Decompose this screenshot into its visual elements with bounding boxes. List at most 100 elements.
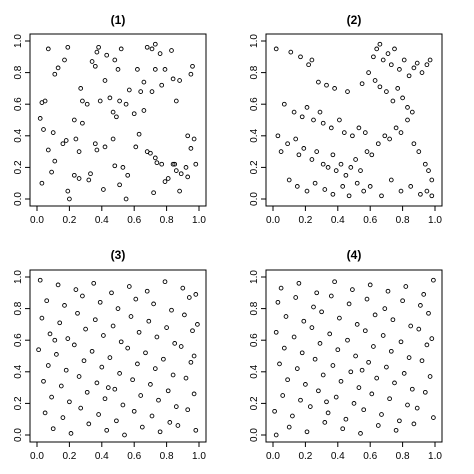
panel-3-point xyxy=(39,315,45,321)
panel-3-point xyxy=(86,421,92,427)
panel-1-point xyxy=(138,89,144,94)
panel-2-point xyxy=(278,149,284,154)
panel-4-point xyxy=(350,287,355,292)
panel-3-point xyxy=(125,345,131,351)
panel-1-point xyxy=(157,51,163,56)
panel-4-x-tick-label: 0.6 xyxy=(363,451,377,462)
panel-1-point xyxy=(41,127,46,132)
panel-3-y-tick-label: 0.0 xyxy=(13,428,24,442)
panel-4-point xyxy=(362,328,368,334)
panel-1-y-tick-label: 0.8 xyxy=(13,65,24,79)
panel-2-x-tick-label: 0.4 xyxy=(331,215,345,226)
panel-2-point xyxy=(354,180,360,186)
panel-4-point xyxy=(283,314,289,319)
panel-4-point xyxy=(351,401,357,406)
panel-1-point xyxy=(102,144,108,150)
panel-2-x-tick-label: 0.6 xyxy=(363,215,377,226)
panel-4-point xyxy=(409,386,415,392)
panel-2-point xyxy=(317,109,323,115)
panel-4-y-axis: 0.0 0.2 0.4 0.6 0.8 1.0 xyxy=(249,270,266,442)
panel-1-point xyxy=(185,174,191,180)
panel-4-point xyxy=(273,432,279,438)
panel-3-point xyxy=(118,339,124,345)
panel-3-point xyxy=(104,427,110,433)
panel-4-point xyxy=(281,345,287,351)
panel-1-point xyxy=(177,188,182,194)
panel-4-point xyxy=(294,366,300,371)
panel-3-point xyxy=(114,418,119,424)
panel-1-point xyxy=(169,48,174,53)
panel-3-point xyxy=(44,298,50,304)
panel-4-point xyxy=(278,285,284,291)
panel-1-point xyxy=(152,67,158,72)
panel-3-point xyxy=(52,337,58,343)
panel-1-point xyxy=(80,98,85,104)
panel-1-y-tick-label: 0.2 xyxy=(13,160,24,174)
panel-1-point xyxy=(188,71,194,77)
panel-4-point xyxy=(371,344,376,349)
panel-3-point xyxy=(89,348,95,354)
panel-1-point xyxy=(63,138,69,143)
panel-1-point xyxy=(110,136,116,142)
panel-4-point xyxy=(309,325,315,330)
panel-4-point xyxy=(385,288,391,294)
panel-2-point xyxy=(356,125,362,131)
panel-4-point xyxy=(356,385,362,390)
panel-2-point xyxy=(384,89,389,94)
panel-4-point xyxy=(330,363,336,368)
panel-2-point xyxy=(429,177,435,183)
panel-3-point xyxy=(84,389,90,395)
panel-4-point xyxy=(353,353,358,359)
panel-3-point xyxy=(81,358,87,364)
panel-3-point xyxy=(152,366,158,371)
panel-4-point xyxy=(291,334,297,340)
panel-1-point xyxy=(39,180,45,186)
panel-4-point xyxy=(307,404,313,409)
panel-2-point xyxy=(424,62,430,68)
panel-2-point xyxy=(414,60,420,66)
panel-4-point xyxy=(359,367,365,373)
panel-4-point xyxy=(374,375,380,381)
panel-4-point xyxy=(324,399,329,405)
panel-3-point xyxy=(75,310,80,316)
panel-4-point xyxy=(293,295,299,300)
panel-3-x-tick-label: 0.8 xyxy=(160,451,174,462)
panel-3-point xyxy=(151,301,156,307)
panel-4-point xyxy=(301,318,307,324)
panel-3-point xyxy=(190,328,195,334)
panel-3-point xyxy=(167,420,173,425)
panel-3-point xyxy=(94,380,100,386)
panel-4-point xyxy=(387,396,392,402)
panel-1-point xyxy=(191,136,197,142)
panel-1-point xyxy=(148,150,153,156)
panel-1-point xyxy=(84,101,90,107)
panel-3-point xyxy=(110,323,116,329)
panel-1-point xyxy=(123,101,129,107)
panel-4-point xyxy=(328,293,334,299)
panel-3-point xyxy=(143,350,148,356)
panel-3-point xyxy=(146,318,152,324)
panel-3-x-tick-label: 0.2 xyxy=(62,451,76,462)
panel-2-point xyxy=(314,149,320,154)
panel-3-point xyxy=(191,391,197,397)
panel-3-point xyxy=(107,355,113,360)
panel-2-point xyxy=(294,184,300,189)
panel-1-x-tick-label: 0.6 xyxy=(127,215,141,226)
panel-4-point xyxy=(429,336,435,341)
panel-1-x-tick-label: 0.8 xyxy=(160,215,174,226)
panel-2-point xyxy=(345,89,350,94)
panel-1-point xyxy=(193,161,199,167)
panel-1-point xyxy=(37,116,43,121)
panel-4-x-tick-label: 0.2 xyxy=(298,451,312,462)
panel-3-point xyxy=(73,287,79,292)
panel-3-point xyxy=(126,284,132,289)
panel-3-point xyxy=(139,424,145,430)
panel-3-point xyxy=(186,295,192,300)
panel-2-x-tick-label: 0.0 xyxy=(266,215,280,226)
panel-2-point xyxy=(337,117,342,123)
panel-4-point xyxy=(372,312,378,318)
panel-1-point xyxy=(94,49,100,55)
panel-4-point xyxy=(296,280,302,286)
panel-1-point xyxy=(114,114,119,120)
panel-4-point xyxy=(416,326,422,332)
